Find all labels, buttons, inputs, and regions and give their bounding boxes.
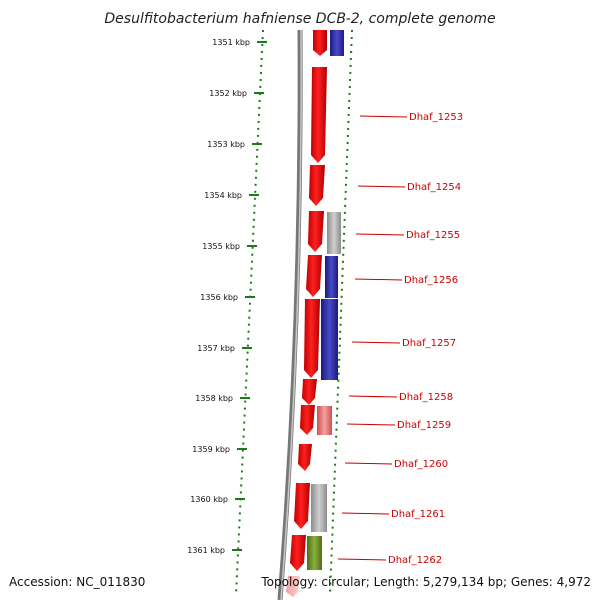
genome-backbone [277,29,303,600]
gene-label[interactable]: Dhaf_1258 [399,392,453,403]
gene-arrow[interactable] [311,67,327,163]
ruler: 1351 kbp 1352 kbp 1353 kbp 1354 kbp 1355 kbp… [187,29,353,596]
gene-arrow[interactable] [302,379,317,405]
gene-leader-line [357,185,406,188]
gene-leader-line [346,423,396,426]
topology-text: Topology: circular; Length: 5,279,134 bp… [261,575,591,589]
forward-genes [286,30,327,597]
gene-box-blue[interactable] [321,299,338,380]
ruler-dotted-line-left [235,29,264,596]
gene-arrow[interactable] [306,255,322,297]
gene-arrow[interactable] [298,444,312,471]
ruler-tick-label: 1358 kbp [195,394,233,403]
gene-leader-line [337,558,387,561]
gene-arrow[interactable] [294,483,310,529]
ruler-tick-label: 1361 kbp [187,546,225,555]
gene-box-pink[interactable] [317,406,332,435]
gene-box-grey[interactable] [311,484,327,532]
gene-label[interactable]: Dhaf_1262 [388,555,442,566]
gene-label[interactable]: Dhaf_1260 [394,459,448,470]
reverse-genes [307,30,344,570]
gene-labels: Dhaf_1253 Dhaf_1254 Dhaf_1255 Dhaf_1256 Dhaf… [337,112,463,566]
gene-leader-line [341,512,390,515]
gene-leader-line [359,115,408,118]
gene-label[interactable]: Dhaf_1257 [402,338,456,349]
ruler-tick-label: 1351 kbp [212,38,250,47]
gene-leader-line [355,233,405,236]
gene-box-green[interactable] [307,536,322,570]
gene-arrow[interactable] [308,211,324,252]
ruler-tick-label: 1356 kbp [200,293,238,302]
gene-box-blue[interactable] [330,30,344,56]
gene-arrow[interactable] [290,535,306,571]
gene-arrow[interactable] [309,165,325,206]
ruler-tick-label: 1353 kbp [207,140,245,149]
gene-leader-line [348,395,398,398]
gene-arrow[interactable] [304,299,320,378]
gene-arrow[interactable] [300,405,315,435]
gene-label[interactable]: Dhaf_1254 [407,182,461,193]
ruler-tick-label: 1352 kbp [209,89,247,98]
ruler-tick-label: 1360 kbp [190,495,228,504]
ruler-tick-label: 1354 kbp [204,191,242,200]
genome-title: Desulfitobacterium hafniense DCB-2, comp… [104,11,495,27]
gene-box-grey[interactable] [327,212,341,254]
gene-arrow[interactable] [286,576,300,597]
gene-label[interactable]: Dhaf_1253 [409,112,463,123]
ruler-tick-label: 1359 kbp [192,445,230,454]
gene-leader-line [351,341,401,344]
ruler-tick-label: 1355 kbp [202,242,240,251]
accession-text: Accession: NC_011830 [9,575,146,589]
ruler-tick-label: 1357 kbp [197,344,235,353]
genome-backbone-highlight [280,29,302,600]
gene-leader-line [354,278,403,281]
gene-leader-line [344,462,393,465]
gene-label[interactable]: Dhaf_1259 [397,420,451,431]
gene-arrow[interactable] [313,30,327,56]
gene-label[interactable]: Dhaf_1256 [404,275,458,286]
gene-label[interactable]: Dhaf_1255 [406,230,460,241]
gene-label[interactable]: Dhaf_1261 [391,509,445,520]
gene-box-blue[interactable] [325,256,338,298]
